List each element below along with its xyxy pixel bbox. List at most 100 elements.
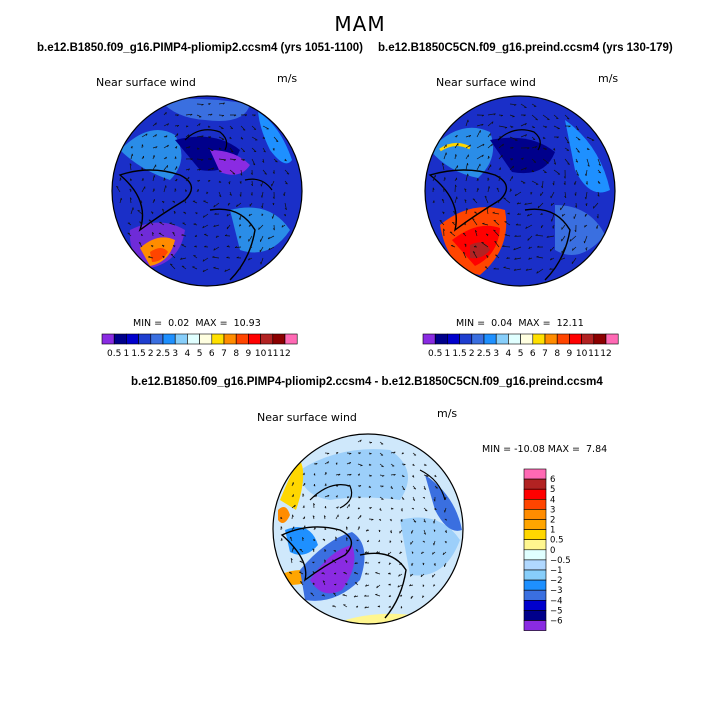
panel1-wind-arrowhead bbox=[139, 200, 143, 202]
panel2-wind-arrowhead bbox=[569, 239, 572, 242]
diff-wind-arrowhead bbox=[342, 594, 345, 596]
panel2-wind-arrowhead bbox=[464, 199, 467, 202]
diff-wind-arrowhead bbox=[433, 542, 435, 546]
diff-field-patch bbox=[310, 545, 355, 594]
panel1-wind-arrowhead bbox=[215, 235, 218, 238]
panel1-wind-arrowhead bbox=[249, 246, 252, 249]
diff-wind-arrowhead bbox=[347, 496, 350, 499]
diff-wind-arrowhead bbox=[364, 561, 368, 564]
diff-map bbox=[272, 433, 464, 625]
panel1-colorbar-tick-label: 3 bbox=[172, 349, 178, 359]
panel1-wind-arrowhead bbox=[116, 185, 119, 188]
panel2-wind-arrow bbox=[531, 180, 539, 185]
diff-wind-arrowhead bbox=[423, 532, 426, 535]
panel2-wind-arrow bbox=[498, 154, 503, 160]
diff-wind-arrowhead bbox=[358, 496, 361, 499]
panel2-colorbar-swatch bbox=[532, 333, 546, 345]
panel1-wind-arrowhead bbox=[170, 263, 173, 265]
panel1-wind-arrowhead bbox=[248, 224, 251, 227]
panel2-wind-arrow bbox=[542, 180, 544, 188]
panel2-field-patch bbox=[565, 120, 610, 193]
diff-wind-arrowhead bbox=[346, 537, 348, 540]
panel1-wind-arrow bbox=[262, 202, 264, 208]
panel2-wind-arrowhead bbox=[537, 205, 540, 209]
diff-wind-arrowhead bbox=[349, 462, 352, 465]
panel1-wind-arrowhead bbox=[284, 207, 287, 211]
panel2-wind-arrowhead bbox=[441, 198, 445, 201]
diff-wind-arrowhead bbox=[337, 506, 339, 509]
panel2-wind-arrow bbox=[561, 224, 566, 230]
panel2-wind-arrowhead bbox=[493, 267, 496, 270]
panel1-wind-arrowhead bbox=[208, 136, 212, 139]
panel1-wind-arrowhead bbox=[239, 194, 242, 197]
panel2-wind-arrow bbox=[575, 169, 579, 176]
panel1-wind-arrowhead bbox=[239, 181, 242, 184]
panel1-wind-arrowhead bbox=[139, 221, 142, 223]
panel1-map bbox=[111, 95, 303, 287]
diff-field-patch bbox=[280, 460, 304, 510]
diff-wind-arrowhead bbox=[399, 562, 401, 565]
diff-wind-arrowhead bbox=[348, 484, 351, 487]
panel1-wind-arrowhead bbox=[162, 244, 165, 247]
panel1-wind-arrowhead bbox=[193, 223, 196, 225]
diff-run-title: b.e12.B1850.f09_g16.PIMP4-pliomip2.ccsm4… bbox=[131, 376, 603, 388]
panel2-wind-arrowhead bbox=[491, 121, 494, 124]
diff-wind-arrowhead bbox=[355, 549, 359, 551]
panel1-wind-arrowhead bbox=[185, 189, 188, 192]
diff-wind-arrowhead bbox=[312, 515, 315, 518]
panel2-wind-arrowhead bbox=[566, 141, 570, 144]
panel1-coastline bbox=[244, 178, 273, 191]
panel1-wind-arrowhead bbox=[140, 233, 144, 236]
diff-wind-arrowhead bbox=[444, 518, 447, 521]
diff-colorbar-tick-label: −1 bbox=[550, 566, 563, 576]
diff-wind-arrowhead bbox=[364, 551, 367, 554]
panel2-run-title: b.e12.B1850C5CN.f09_g16.preind.ccsm4 (yr… bbox=[378, 42, 673, 54]
panel2-wind-arrow bbox=[495, 254, 500, 259]
panel2-wind-arrow bbox=[486, 207, 489, 215]
diff-wind-arrowhead bbox=[322, 580, 325, 583]
panel1-wind-arrow bbox=[202, 268, 209, 273]
panel2-wind-arrow bbox=[481, 242, 489, 248]
panel1-wind-arrow bbox=[192, 200, 198, 204]
diff-wind-arrowhead bbox=[281, 538, 283, 541]
diff-wind-arrowhead bbox=[368, 496, 371, 499]
diff-colorbar-tick-label: −3 bbox=[550, 586, 563, 596]
panel1-wind-arrowhead bbox=[155, 134, 157, 137]
panel2-colorbar-tick-label: 2 bbox=[469, 349, 475, 359]
panel2-wind-arrowhead bbox=[469, 144, 471, 147]
panel1-wind-arrowhead bbox=[264, 173, 267, 175]
panel2-wind-arrow bbox=[465, 208, 468, 215]
panel2-wind-arrow bbox=[575, 136, 581, 141]
panel2-wind-arrow bbox=[494, 241, 500, 248]
panel2-wind-arrow bbox=[465, 134, 471, 138]
diff-wind-arrowhead bbox=[302, 537, 305, 540]
panel2-wind-arrow bbox=[520, 167, 527, 171]
panel1-wind-arrowhead bbox=[236, 256, 239, 259]
panel1-wind-arrowhead bbox=[248, 258, 250, 261]
diff-wind-arrow bbox=[379, 463, 384, 468]
panel1-wind-arrowhead bbox=[272, 148, 275, 151]
diff-wind-arrowhead bbox=[413, 488, 416, 490]
panel1-wind-arrowhead bbox=[253, 128, 257, 130]
panel1-wind-arrow bbox=[272, 213, 275, 219]
diff-wind-arrowhead bbox=[399, 594, 403, 597]
panel1-wind-arrowhead bbox=[202, 259, 205, 262]
panel1-colorbar-tick-label: 4 bbox=[185, 349, 191, 359]
diff-wind-arrow bbox=[300, 581, 304, 586]
diff-wind-arrowhead bbox=[357, 507, 361, 510]
diff-wind-arrowhead bbox=[364, 606, 367, 609]
panel1-wind-arrow bbox=[192, 266, 198, 270]
panel2-wind-arrowhead bbox=[587, 164, 590, 167]
panel2-wind-arrow bbox=[474, 230, 478, 237]
panel1-wind-arrowhead bbox=[272, 196, 275, 199]
panel1-wind-arrowhead bbox=[187, 134, 190, 137]
panel2-wind-arrowhead bbox=[576, 128, 579, 131]
diff-wind-arrowhead bbox=[420, 574, 423, 577]
panel1-wind-arrowhead bbox=[239, 217, 241, 220]
diff-wind-arrow bbox=[302, 525, 306, 531]
diff-colorbar-swatch bbox=[523, 478, 547, 490]
panel2-wind-arrowhead bbox=[469, 135, 472, 138]
panel2-wind-arrowhead bbox=[453, 210, 456, 213]
diff-colorbar-tick-label: −5 bbox=[550, 606, 563, 616]
panel2-wind-arrow bbox=[520, 180, 526, 184]
